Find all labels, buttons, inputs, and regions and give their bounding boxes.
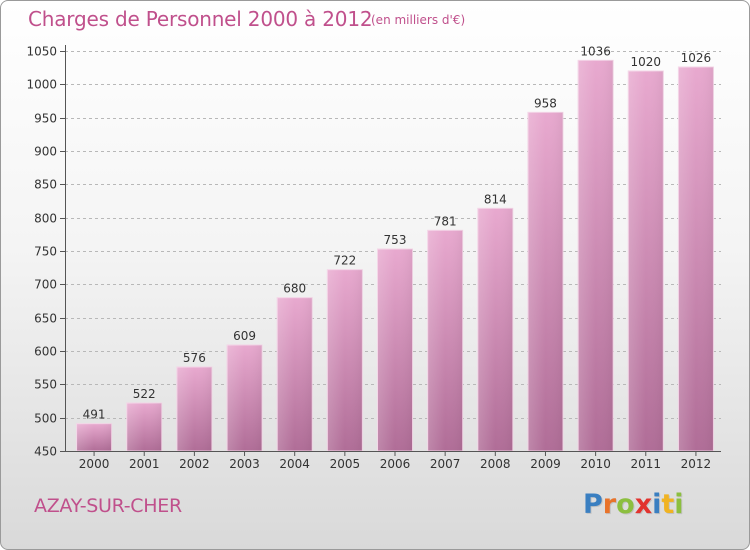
chart-subtitle: (en milliers d'€) [371,13,466,27]
logo-letter: t [661,489,675,520]
chart-title: Charges de Personnel 2000 à 2012 [28,7,373,31]
data-label: 680 [283,282,306,296]
logo-letter: x [634,489,653,520]
data-label: 781 [434,214,457,228]
data-label: 609 [233,329,256,343]
bar-shade [427,230,463,451]
data-label: 491 [83,408,106,422]
x-tick-label: 2000 [79,457,110,471]
data-label: 1026 [681,51,712,65]
y-tick-label: 650 [34,312,57,326]
data-label: 958 [534,96,557,110]
data-label: 522 [133,387,156,401]
y-tick-label: 750 [34,245,57,259]
logo-letter: r [602,489,617,520]
x-tick-label: 2007 [430,457,461,471]
bar-shade [227,345,263,451]
y-tick-label: 950 [34,112,57,126]
bar-shade [477,208,513,451]
bar-shade [527,112,563,451]
x-tick-label: 2010 [580,457,611,471]
y-tick-label: 1000 [26,78,57,92]
x-tick-label: 2009 [530,457,561,471]
y-tick-label: 500 [34,412,57,426]
x-tick-label: 2001 [129,457,160,471]
bar-shade [176,367,212,451]
y-tick-label: 850 [34,178,57,192]
y-tick-label: 900 [34,145,57,159]
x-tick-label: 2011 [630,457,661,471]
bar-shade [377,249,413,451]
bar-shade [578,60,614,451]
x-tick-label: 2003 [229,457,260,471]
x-tick-label: 2005 [330,457,361,471]
x-tick-label: 2004 [279,457,310,471]
y-tick-label: 1050 [26,45,57,59]
logo-letter: o [616,489,635,520]
bar-shade [76,423,112,451]
place-name: AZAY-SUR-CHER [34,495,182,517]
y-tick-label: 800 [34,212,57,226]
bar-shade [327,269,363,451]
data-label: 722 [333,254,356,268]
logo-letter: i [652,489,662,520]
data-label: 576 [183,351,206,365]
bar-shade [678,67,714,451]
y-tick-label: 700 [34,278,57,292]
y-tick-label: 550 [34,378,57,392]
y-tick-label: 450 [34,445,57,459]
y-tick-label: 600 [34,345,57,359]
data-label: 1036 [580,44,611,58]
bar-shade [628,71,664,451]
data-label: 753 [384,233,407,247]
bar-shade [277,297,313,451]
x-tick-label: 2008 [480,457,511,471]
proxiti-logo[interactable]: Proxiti [583,489,684,520]
x-tick-label: 2006 [380,457,411,471]
data-label: 1020 [630,55,661,69]
logo-letter: P [583,489,603,520]
data-label: 814 [484,192,507,206]
bar-shade [126,403,162,451]
x-tick-label: 2002 [179,457,210,471]
logo-letter: i [674,489,684,520]
x-tick-label: 2012 [681,457,712,471]
